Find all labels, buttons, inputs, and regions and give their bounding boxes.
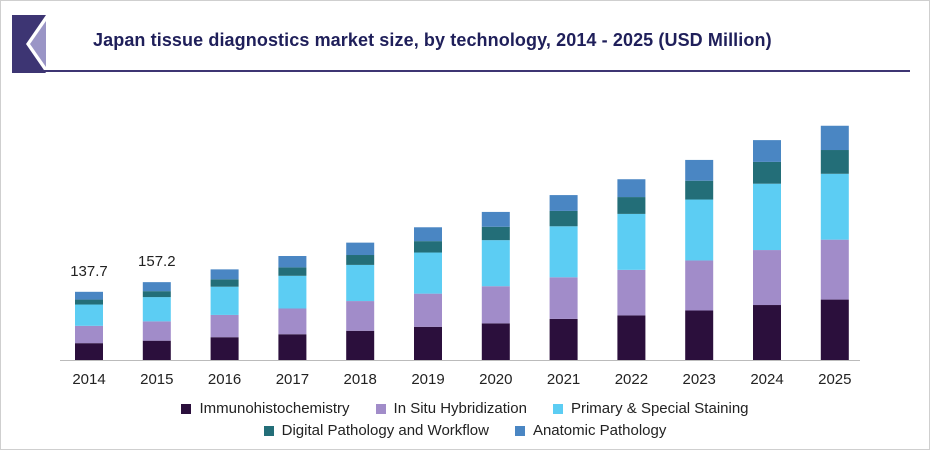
bar-segment-2021-s1	[549, 277, 578, 319]
legend-row-1: Immunohistochemistry In Situ Hybridizati…	[0, 400, 930, 417]
legend-swatch-in-situ-hybridization	[375, 403, 386, 414]
x-tick-label: 2022	[615, 371, 648, 388]
bar-segment-2023-s1	[685, 260, 714, 311]
bar-segment-2019-s1	[414, 293, 442, 327]
bar-segment-2021-s2	[549, 226, 578, 278]
x-tick-label: 2020	[479, 371, 512, 388]
bar-segment-2025-s1	[820, 239, 849, 300]
bar-segment-2019-s3	[414, 241, 442, 253]
legend-swatch-immunohistochemistry	[181, 403, 192, 414]
bar-segment-2024-s2	[753, 183, 781, 251]
bar-segment-2025-s0	[820, 299, 849, 360]
bar-segment-2022-s0	[617, 315, 646, 360]
x-tick-label: 2019	[411, 371, 444, 388]
bar-segment-2014-s1	[75, 325, 103, 344]
x-tick-label: 2016	[208, 371, 241, 388]
bar-segment-2015-s0	[142, 340, 171, 360]
bar-segment-2014-s3	[75, 299, 103, 305]
bar-segment-2025-s4	[820, 125, 849, 151]
legend-label: In Situ Hybridization	[393, 400, 527, 417]
legend-label: Digital Pathology and Workflow	[281, 422, 489, 439]
bar-segment-2018-s1	[346, 301, 375, 331]
bar-segment-2014-s2	[75, 304, 103, 326]
bar-segment-2021-s4	[549, 195, 578, 211]
legend-label: Primary & Special Staining	[570, 400, 749, 417]
legend-label: Immunohistochemistry	[199, 400, 350, 417]
bar-segment-2016-s0	[210, 337, 239, 360]
data-label-2015: 157.2	[138, 253, 176, 270]
legend-item-primary-special-staining: Primary & Special Staining	[552, 400, 749, 417]
x-tick-label: 2023	[683, 371, 716, 388]
legend-item-anatomic-pathology: Anatomic Pathology	[514, 422, 667, 439]
bar-segment-2022-s3	[617, 197, 646, 214]
bar-segment-2016-s4	[210, 269, 239, 280]
bar-segment-2023-s4	[685, 159, 714, 181]
bar-segment-2017-s2	[278, 275, 307, 309]
bar-segment-2015-s1	[142, 321, 171, 341]
x-tick-label: 2015	[140, 371, 173, 388]
bar-segment-2019-s2	[414, 252, 442, 294]
bar-segment-2020-s2	[481, 240, 510, 287]
bar-segment-2018-s0	[346, 330, 375, 360]
x-tick-label: 2021	[547, 371, 580, 388]
data-label-2014: 137.7	[70, 263, 108, 280]
bar-segment-2017-s4	[278, 256, 307, 268]
bar-segment-2017-s0	[278, 334, 307, 360]
bar-segment-2020-s4	[481, 211, 510, 227]
legend-swatch-digital-pathology	[263, 425, 274, 436]
bar-segment-2020-s0	[481, 323, 510, 360]
bar-segment-2014-s4	[75, 291, 103, 300]
bar-segment-2021-s3	[549, 210, 578, 227]
bar-segment-2015-s3	[142, 291, 171, 298]
bar-segment-2024-s4	[753, 140, 781, 162]
bar-segment-2024-s3	[753, 161, 781, 184]
legend-swatch-primary-special-staining	[552, 403, 563, 414]
x-tick-label: 2017	[276, 371, 309, 388]
x-tick-label: 2025	[818, 371, 851, 388]
stacked-bar-chart: 2014 2015 2016 2017 2018 2019 2020 2021 2022 2023…	[60, 125, 860, 388]
bar-segment-2015-s4	[142, 282, 171, 292]
bar-segment-2017-s3	[278, 267, 307, 276]
legend-item-digital-pathology: Digital Pathology and Workflow	[263, 422, 489, 439]
bar-segment-2021-s0	[549, 318, 578, 360]
logo-icon	[12, 15, 46, 73]
bar-segment-2022-s1	[617, 269, 646, 316]
bar-segment-2017-s1	[278, 308, 307, 335]
x-tick-label: 2014	[72, 371, 105, 388]
x-tick-label: 2024	[750, 371, 783, 388]
bar-segment-2020-s1	[481, 286, 510, 324]
legend-label: Anatomic Pathology	[532, 422, 667, 439]
bar-segment-2023-s0	[685, 310, 714, 360]
bar-segment-2025-s2	[820, 173, 849, 240]
bar-segment-2014-s0	[75, 343, 103, 360]
bar-segment-2020-s3	[481, 226, 510, 241]
bar-segment-2015-s2	[142, 297, 171, 322]
bar-segment-2018-s3	[346, 255, 375, 265]
x-tick-label: 2018	[344, 371, 377, 388]
bar-segment-2016-s2	[210, 286, 239, 315]
chart-title: Japan tissue diagnostics market size, by…	[93, 30, 772, 50]
title-divider	[12, 70, 910, 72]
legend-swatch-anatomic-pathology	[514, 425, 525, 436]
bar-segment-2016-s3	[210, 279, 239, 287]
bar-segment-2019-s4	[414, 227, 442, 242]
bar-segment-2022-s2	[617, 213, 646, 270]
bar-segment-2023-s3	[685, 180, 714, 200]
bar-segment-2016-s1	[210, 314, 239, 338]
bar-segment-2019-s0	[414, 326, 442, 360]
bar-segment-2024-s0	[753, 305, 781, 360]
legend-item-immunohistochemistry: Immunohistochemistry	[181, 400, 350, 417]
bar-segment-2024-s1	[753, 250, 781, 306]
bar-segment-2022-s4	[617, 179, 646, 198]
bar-segment-2025-s3	[820, 150, 849, 174]
bar-segment-2023-s2	[685, 199, 714, 261]
bar-segment-2018-s2	[346, 264, 375, 302]
bar-segment-2018-s4	[346, 242, 375, 256]
legend-row-2: Digital Pathology and Workflow Anatomic …	[0, 422, 930, 439]
legend-item-in-situ-hybridization: In Situ Hybridization	[375, 400, 527, 417]
